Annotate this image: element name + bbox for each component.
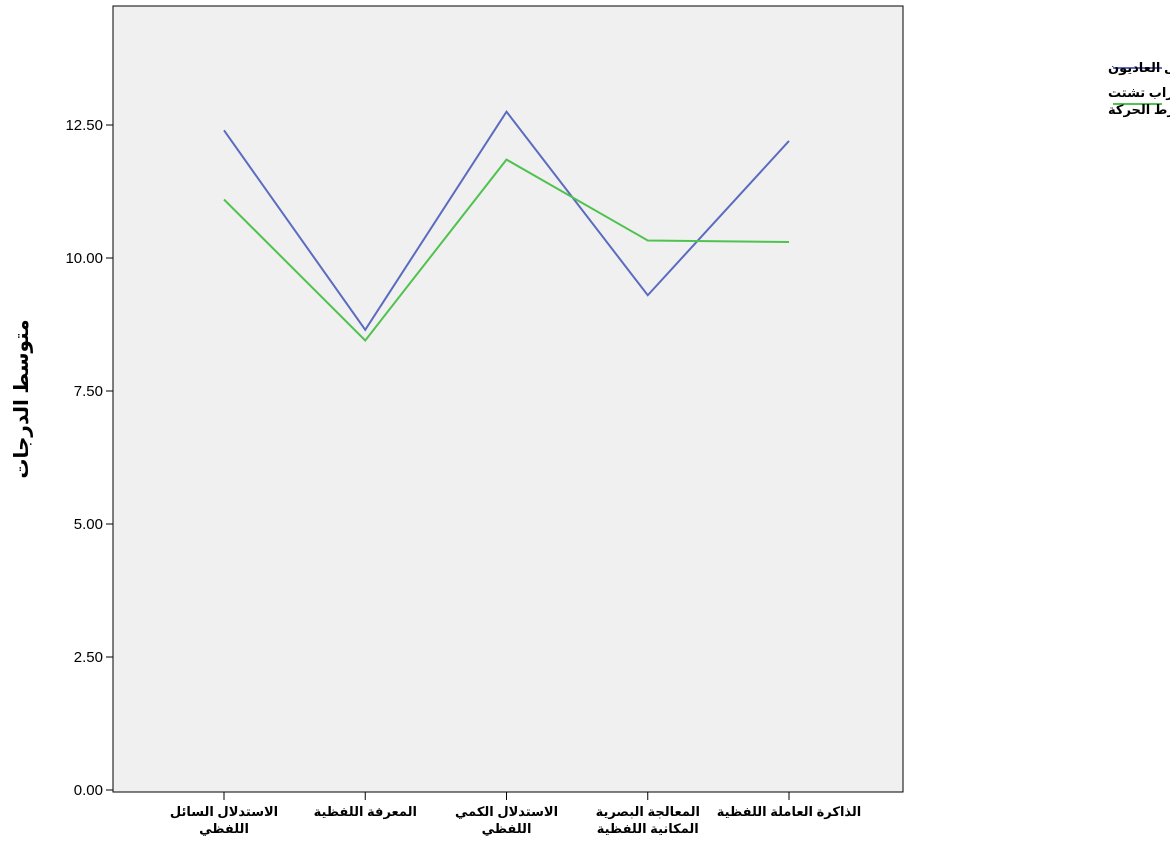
x-tick-label: الاستدلال الكمي	[455, 804, 558, 819]
y-axis: 0.00 2.50 5.00 7.50 10.00 12.50	[65, 117, 113, 799]
plot-area	[112, 5, 904, 793]
y-tick-label: 10.00	[65, 250, 103, 267]
y-tick-label: 0.00	[74, 782, 103, 799]
x-tick-label: المعالجة البصرية	[596, 804, 700, 819]
x-tick-label: المعرفة اللفظية	[314, 804, 417, 819]
legend-label-1: الأطفال العاديون	[1108, 59, 1170, 75]
y-tick-label: 5.00	[74, 516, 103, 533]
y-tick-label: 7.50	[74, 383, 103, 400]
y-tick-label: 2.50	[74, 649, 103, 666]
y-tick-label: 12.50	[65, 117, 103, 134]
series-line-2	[223, 158, 790, 342]
y-axis-title: متوسط الدرجات	[11, 319, 33, 478]
x-tick-label: الاستدلال السائل	[170, 804, 278, 819]
legend-label-2: الانتباه وفرط الحركة	[1108, 102, 1170, 117]
legend-label-2: الأطفال ذوي اضطراب تشتت	[1108, 84, 1170, 100]
series-line-1	[223, 109, 790, 332]
x-axis: الاستدلال السائل اللفظي المعرفة اللفظية الا…	[170, 792, 861, 836]
x-tick-label: الذاكرة العاملة اللفظية	[717, 804, 862, 819]
x-tick-label: اللفظي	[199, 821, 249, 836]
legend: الأطفال العاديون الأطفال ذوي اضطراب تشتت ا…	[1108, 59, 1170, 117]
x-tick-label: اللفظي	[482, 821, 532, 836]
x-tick-label: المكانية اللفظية	[597, 821, 699, 836]
series-lines	[223, 109, 790, 342]
